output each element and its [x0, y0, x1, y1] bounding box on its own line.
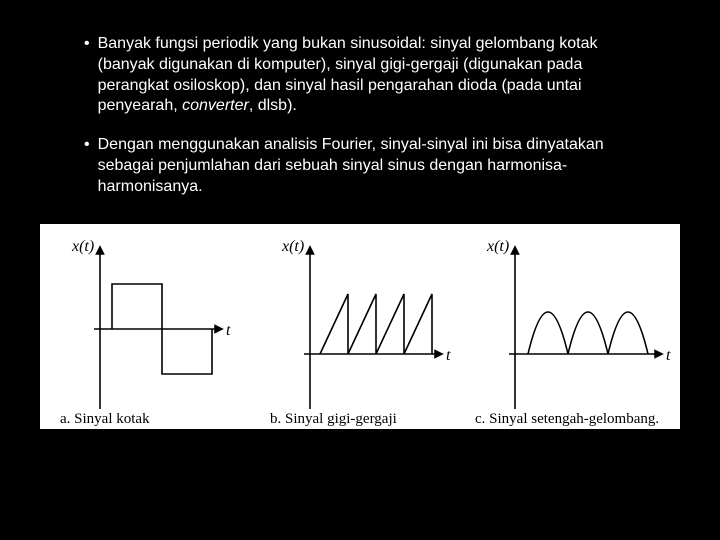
svg-text:t: t — [226, 322, 231, 339]
bullet-1-italic: converter — [182, 97, 249, 114]
bullet-1-pre: Banyak fungsi periodik yang bukan sinuso… — [98, 35, 598, 114]
slide: • Banyak fungsi periodik yang bukan sinu… — [0, 0, 720, 540]
svg-text:c. Sinyal setengah-gelombang.: c. Sinyal setengah-gelombang. — [475, 411, 659, 427]
bullet-dot: • — [84, 135, 90, 197]
bullet-1: • Banyak fungsi periodik yang bukan sinu… — [84, 34, 650, 117]
svg-text:x(t): x(t) — [71, 238, 94, 255]
bullet-2-pre: Dengan menggunakan analisis Fourier, sin… — [98, 136, 604, 195]
waveform-svg: x(t) t a. Sinyal kotak x(t) t b. Sinyal gigi-… — [40, 224, 680, 429]
svg-text:t: t — [446, 347, 451, 364]
svg-text:b. Sinyal gigi-gergaji: b. Sinyal gigi-gergaji — [270, 411, 397, 427]
svg-text:x(t): x(t) — [281, 238, 304, 255]
bullet-text-1: Banyak fungsi periodik yang bukan sinuso… — [98, 34, 650, 117]
svg-text:x(t): x(t) — [486, 238, 509, 255]
bullet-2: • Dengan menggunakan analisis Fourier, s… — [84, 135, 650, 197]
bullet-text-2: Dengan menggunakan analisis Fourier, sin… — [98, 135, 650, 197]
waveform-figure: x(t) t a. Sinyal kotak x(t) t b. Sinyal gigi-… — [40, 224, 680, 429]
bullet-1-post: , dlsb). — [249, 97, 297, 114]
svg-text:t: t — [666, 347, 671, 364]
svg-text:a. Sinyal kotak: a. Sinyal kotak — [60, 411, 150, 427]
bullet-dot: • — [84, 34, 90, 117]
